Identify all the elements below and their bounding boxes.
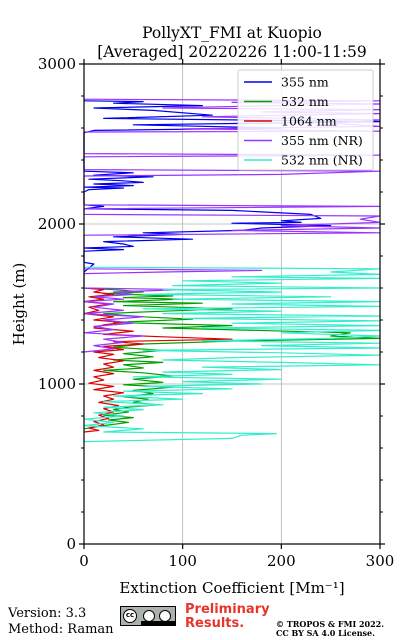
cc-by-sa-license-icon: cc xyxy=(120,606,176,626)
series-line-532-nm xyxy=(83,287,381,430)
preliminary-results-label: Preliminary Results. xyxy=(185,603,270,631)
legend-label: 532 nm xyxy=(281,94,329,109)
preliminary-line2: Results. xyxy=(185,616,245,631)
legend-label: 1064 nm xyxy=(281,114,337,129)
series-line-532-nm-nr- xyxy=(83,266,381,443)
legend-entries: 355 nm 532 nm 1064 nm 355 nm (NR) 532 nm (NR… xyxy=(244,75,363,168)
legend: 355 nm 532 nm 1064 nm 355 nm (NR) 532 nm (NR… xyxy=(237,69,374,171)
method-text: Method: Raman xyxy=(8,622,114,637)
legend-label: 355 nm xyxy=(281,75,329,90)
chart-title-line1: PollyXT_FMI at Kuopio xyxy=(142,24,322,42)
version-text: Version: 3.3 xyxy=(8,606,87,621)
legend-label: 355 nm (NR) xyxy=(281,133,363,148)
preliminary-line1: Preliminary xyxy=(185,602,270,617)
y-tick-label: 3000 xyxy=(38,55,76,73)
x-tick-label: 0 xyxy=(79,552,89,570)
copyright-line1: © TROPOS & FMI 2022. xyxy=(276,619,385,629)
x-axis-label: Extinction Coefficient [Mm⁻¹] xyxy=(119,579,344,597)
legend-box xyxy=(237,69,374,171)
axis-ticks xyxy=(79,59,385,549)
x-tick-label: 100 xyxy=(168,552,197,570)
x-tick-label: 200 xyxy=(267,552,296,570)
y-tick-label: 0 xyxy=(66,535,76,553)
copyright-line2: CC BY SA 4.0 License. xyxy=(276,628,375,638)
legend-label: 532 nm (NR) xyxy=(281,153,363,168)
plot-frame xyxy=(83,63,381,545)
chart-title-line2: [Averaged] 20220226 11:00-11:59 xyxy=(97,43,367,61)
license-strip xyxy=(141,621,175,625)
y-tick-label: 2000 xyxy=(38,215,76,233)
copyright-notice: © TROPOS & FMI 2022. CC BY SA 4.0 Licens… xyxy=(276,620,384,638)
cc-icon: cc xyxy=(123,609,137,623)
y-axis-label: Height (m) xyxy=(10,263,28,346)
y-tick-label: 1000 xyxy=(38,375,76,393)
x-tick-label: 300 xyxy=(366,552,395,570)
